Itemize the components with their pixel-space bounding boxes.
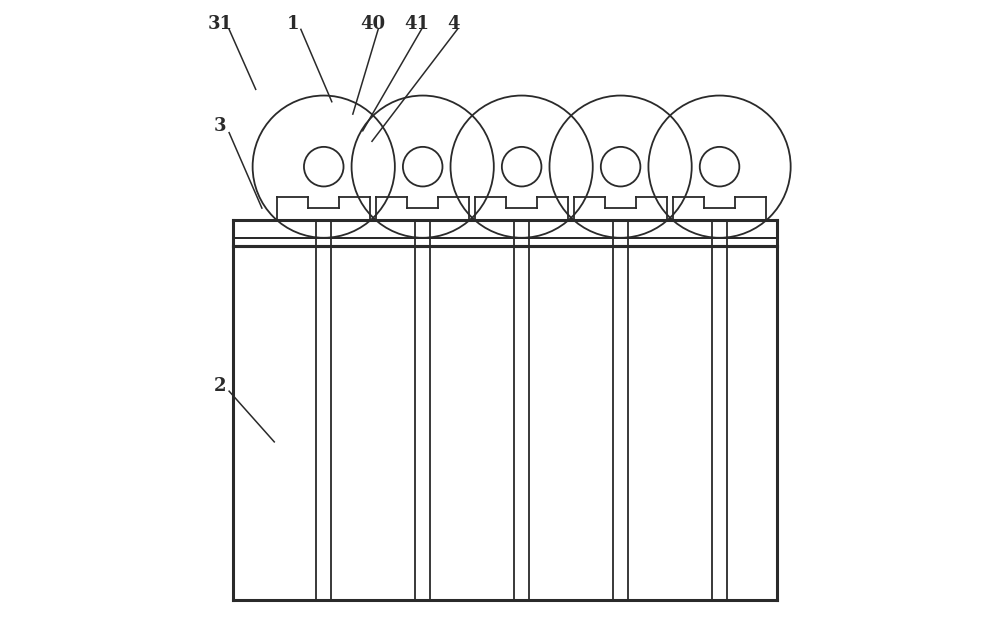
Text: 2: 2 bbox=[214, 378, 226, 395]
Text: 4: 4 bbox=[447, 16, 460, 34]
Text: 1: 1 bbox=[287, 16, 299, 34]
Text: 40: 40 bbox=[361, 16, 386, 34]
Bar bbox=[233, 238, 777, 246]
Text: 41: 41 bbox=[404, 16, 429, 34]
Text: 31: 31 bbox=[207, 16, 232, 34]
Text: 3: 3 bbox=[214, 117, 226, 135]
